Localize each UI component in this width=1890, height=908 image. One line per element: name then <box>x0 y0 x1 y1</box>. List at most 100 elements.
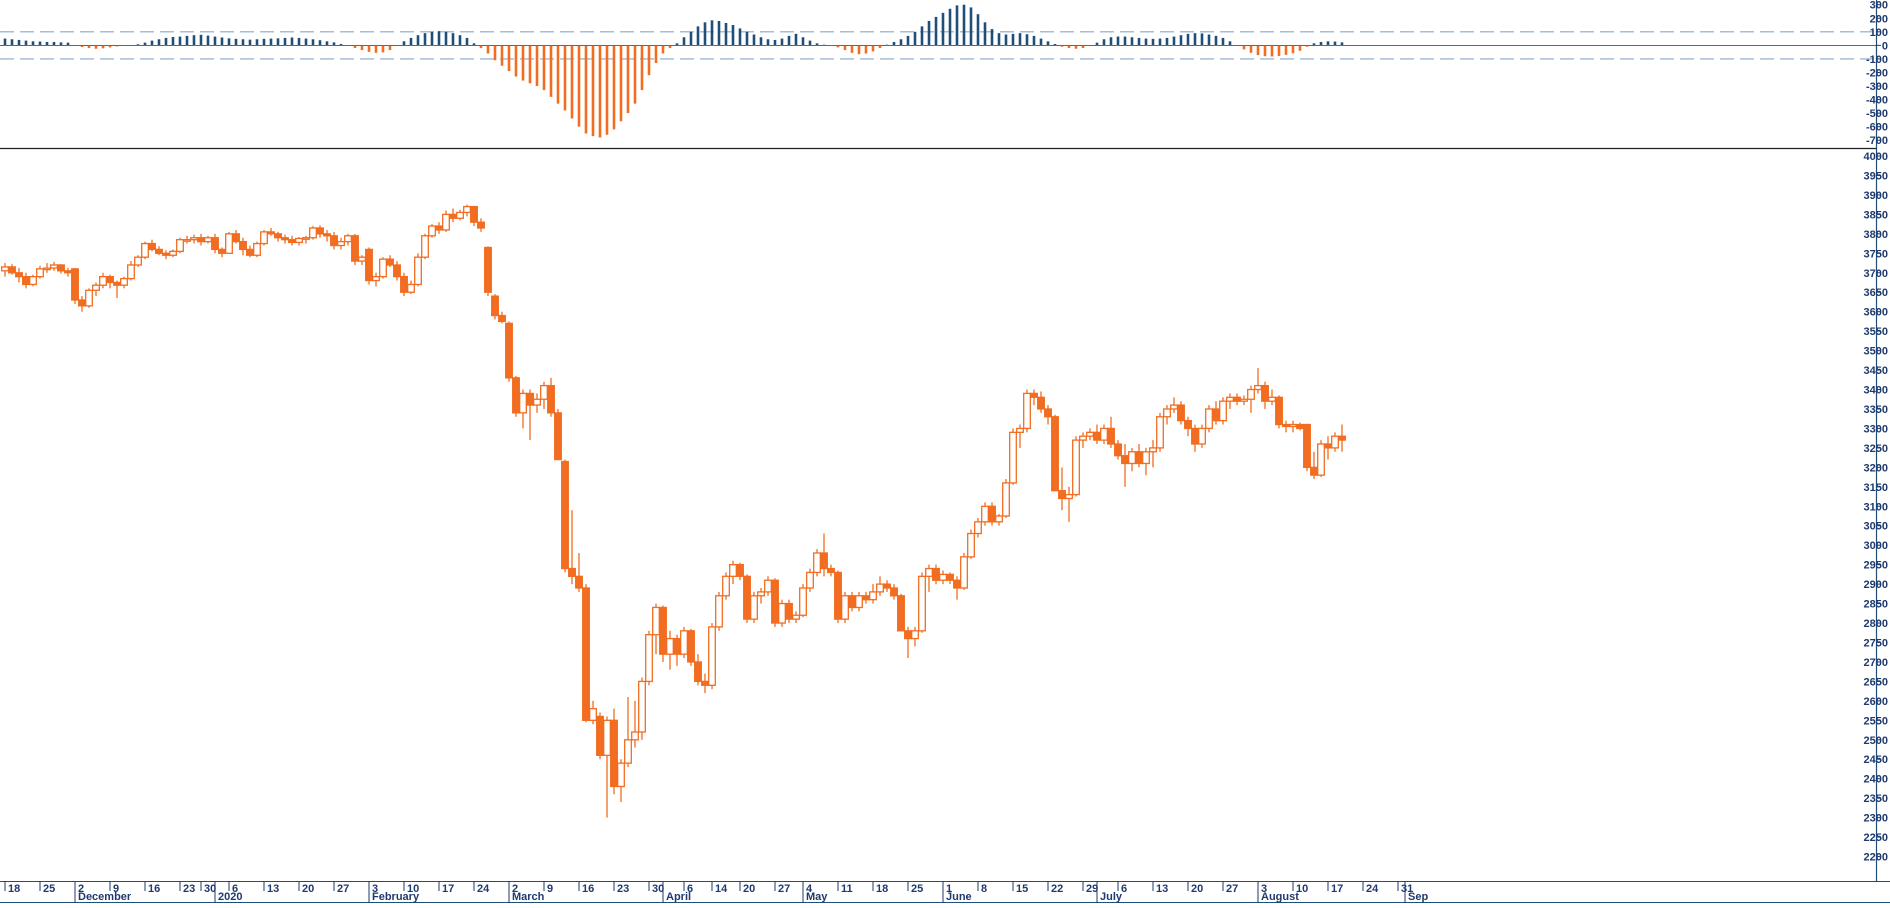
candle-body-up <box>85 289 93 307</box>
oscillator-y-tick-label: -400 <box>1866 95 1888 107</box>
candle-body-down <box>505 322 513 379</box>
candle-body-up <box>806 571 814 589</box>
candle-body-down <box>1275 396 1283 426</box>
candle-body-up <box>799 587 807 616</box>
x-day-tick-label: 22 <box>1051 883 1063 895</box>
candle-body-down <box>659 606 667 655</box>
candle-body-up <box>869 591 877 601</box>
candle-body-down <box>1296 423 1304 430</box>
x-day-tick-label: 27 <box>1226 883 1238 895</box>
candle-body-up <box>750 595 758 620</box>
candle-body-up <box>995 515 1003 523</box>
candle-body-down <box>246 248 254 256</box>
candle-body-up <box>295 237 303 244</box>
candle-body-up <box>428 225 436 237</box>
x-day-tick-label: 18 <box>8 883 20 895</box>
x-day-tick-label: 6 <box>1121 883 1127 895</box>
candle-body-down <box>582 587 590 721</box>
candle-body-up <box>1079 435 1087 441</box>
candle-body-down <box>1093 431 1101 441</box>
candle-body-down <box>78 299 86 307</box>
candle-body-up <box>1142 451 1150 465</box>
candle-body-down <box>1177 404 1185 422</box>
price-y-tick-label: 2800 <box>1864 618 1888 630</box>
x-day-tick-label: 23 <box>183 883 195 895</box>
candle-body-down <box>827 567 835 574</box>
candle-body-down <box>1233 396 1241 402</box>
x-month-tick-label: August <box>1261 891 1299 903</box>
x-day-tick-label: 18 <box>876 883 888 895</box>
candle-body-down <box>1051 416 1059 492</box>
oscillator-y-tick-label: 300 <box>1870 0 1888 12</box>
candle-body-down <box>687 630 695 663</box>
x-month-tick-label: May <box>806 891 828 903</box>
candle-body-down <box>561 460 569 570</box>
candle-body-down <box>1121 455 1129 465</box>
price-y-tick-label: 3100 <box>1864 501 1888 513</box>
x-day-tick-label: 14 <box>715 883 728 895</box>
candle-body-down <box>351 235 359 262</box>
candle-body-down <box>1044 408 1052 418</box>
x-day-tick-label: 27 <box>337 883 349 895</box>
candle-body-down <box>1338 435 1346 441</box>
price-y-tick-label: 3000 <box>1864 540 1888 552</box>
candle-body-up <box>456 211 464 219</box>
candle-body-down <box>848 595 856 609</box>
candle-body-up <box>1016 427 1024 433</box>
candle-body-up <box>708 626 716 686</box>
candle-body-up <box>624 739 632 764</box>
candle-body-up <box>120 277 128 286</box>
candle-body-up <box>925 567 933 577</box>
candle-body-up <box>792 614 800 620</box>
candle-body-down <box>288 239 296 244</box>
candle-body-down <box>15 272 23 278</box>
candle-body-down <box>323 233 331 237</box>
candle-body-up <box>645 634 653 683</box>
candle-body-up <box>463 205 471 214</box>
candle-body-up <box>127 264 135 280</box>
candle-body-up <box>183 239 191 242</box>
candle-body-up <box>680 630 688 655</box>
candle-body-up <box>414 256 422 286</box>
candle-body-down <box>547 384 555 414</box>
candle-body-up <box>442 213 450 231</box>
x-day-tick-label: 31 <box>1401 883 1413 895</box>
candle-body-down <box>8 266 16 274</box>
x-day-tick-label: 25 <box>911 883 923 895</box>
oscillator-y-tick-label: -300 <box>1866 81 1888 93</box>
candle-body-down <box>400 275 408 293</box>
x-month-tick-label: December <box>78 891 132 903</box>
oscillator-y-tick-label: -700 <box>1866 135 1888 147</box>
candle-body-up <box>722 575 730 597</box>
oscillator-y-tick-label: -100 <box>1866 54 1888 66</box>
candle-body-up <box>1317 443 1325 476</box>
candle-body-up <box>260 231 268 245</box>
price-y-tick-label: 3500 <box>1864 346 1888 358</box>
x-day-tick-label: 27 <box>778 883 790 895</box>
candle-body-down <box>890 587 898 597</box>
candle-body-down <box>820 552 828 570</box>
candle-body-up <box>519 392 527 414</box>
x-day-tick-label: 17 <box>1331 883 1343 895</box>
candle-body-up <box>1240 398 1248 402</box>
candle-body-down <box>491 295 499 317</box>
price-y-tick-label: 3350 <box>1864 404 1888 416</box>
candle-body-down <box>988 505 996 523</box>
candle-body-down <box>449 213 457 219</box>
price-y-tick-label: 2200 <box>1864 852 1888 864</box>
price-y-tick-label: 2250 <box>1864 832 1888 844</box>
candle-body-up <box>1086 431 1094 437</box>
candle-body-down <box>736 563 744 577</box>
candle-body-up <box>1205 408 1213 430</box>
x-day-tick-label: 9 <box>547 883 553 895</box>
candle-body-up <box>960 556 968 589</box>
candle-body-down <box>946 573 954 581</box>
price-y-tick-label: 3450 <box>1864 365 1888 377</box>
candle-body-down <box>477 221 485 229</box>
candle-body-up <box>36 268 44 278</box>
x-month-tick-label: June <box>946 891 972 903</box>
x-day-tick-label: 6 <box>232 883 238 895</box>
candle-body-up <box>589 707 597 721</box>
price-y-tick-label: 2300 <box>1864 813 1888 825</box>
